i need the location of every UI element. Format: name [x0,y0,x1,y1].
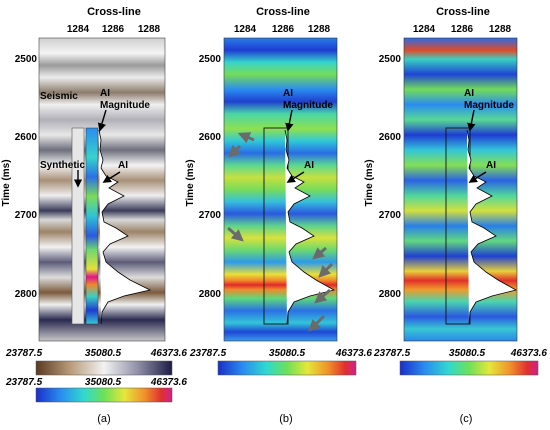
panel-a: Cross-line 1284 1286 1288 2500 2600 2700… [1,6,187,425]
panel-c-label-ai-magnitude-line2: Magnitude [464,100,514,111]
panel-a-ai-magnitude-curve [98,129,152,325]
panel-b-label-ai-magnitude-line1: AI [283,88,293,99]
panel-a-ytick-2500: 2500 [15,54,38,65]
panel-c-arrow-ai [468,171,487,183]
panel-b-caption: (b) [279,413,292,425]
panel-c-ytick-2700: 2700 [379,210,402,221]
panel-b-label-ai-magnitude-line2: Magnitude [283,100,333,111]
panel-a-label-ai-magnitude-line2: Magnitude [100,100,150,111]
panel-c-top-tick-1284: 1284 [413,24,436,35]
panel-a-cbar1-min: 23787.5 [5,348,43,359]
panel-b: Cross-line 1284 1286 1288 2500 2600 2700… [185,6,372,425]
panel-c-cbar-max: 46373.6 [510,348,548,359]
panel-c-ytick-2800: 2800 [379,289,402,300]
panel-b-top-tick-1286: 1286 [272,24,295,35]
panel-a-top-tick-1286: 1286 [102,24,125,35]
panel-a-top-tick-1288: 1288 [138,24,161,35]
panel-b-ai-image [223,37,338,342]
panel-c-arrow-ai-magnitude [467,109,476,132]
panel-c-ai-magnitude-curve [466,129,518,325]
panel-a-synthetic-trace-box [71,127,85,325]
panel-c-top-tick-1288: 1288 [489,24,512,35]
panel-c-cbar-min: 23787.5 [373,348,411,359]
panel-b-gray-arrow-2 [228,144,242,158]
panel-b-gray-arrow-4 [312,246,327,260]
panel-c-ytick-2600: 2600 [379,132,402,143]
panel-b-arrow-ai [286,171,305,183]
panel-c-ai-image [403,37,518,342]
panel-c-ytick-2500: 2500 [379,54,402,65]
panel-b-gray-arrow-5 [318,262,334,278]
panel-b-ytick-2600: 2600 [199,132,222,143]
panel-a-cbar2-mid: 35080.5 [85,377,122,388]
panel-c-label-ai: AI [486,160,496,171]
panel-b-top-tick-1288: 1288 [308,24,331,35]
panel-c-label-ai-magnitude-line1: AI [464,88,474,99]
panel-a-colorbar-rainbow [35,387,173,403]
panel-a-crossline-title: Cross-line [87,6,141,18]
panel-c: Cross-line 1284 1286 1288 2500 2600 2700… [364,6,547,425]
panel-a-cbar1-mid: 35080.5 [85,348,122,359]
panel-a-cbar2-min: 23787.5 [5,377,43,388]
panel-a-cbar1-max: 46373.6 [150,348,188,359]
panel-a-arrow-ai [102,171,121,183]
panel-a-ai-column [85,127,99,325]
panel-b-top-tick-1284: 1284 [234,24,257,35]
panel-c-colorbar-rainbow [399,360,539,376]
panel-a-caption: (a) [97,413,110,425]
panel-a-top-tick-1284: 1284 [67,24,90,35]
panel-a-yaxis-title: Time (ms) [1,159,12,206]
panel-a-label-synthetic: Synthetic [40,160,85,171]
panel-b-colorbar-rainbow [217,360,357,376]
panel-b-gray-arrow-1 [237,132,255,144]
panel-a-label-ai: AI [118,160,128,171]
panel-b-gray-arrow-7 [308,314,326,332]
panel-c-cbar-mid: 35080.5 [449,348,486,359]
panel-b-crossline-title: Cross-line [256,6,310,18]
panel-a-cbar2-max: 46373.6 [150,377,188,388]
panel-b-arrow-ai-magnitude [285,109,294,132]
panel-b-gray-arrow-3 [227,226,244,242]
panel-a-colorbar-seismic [35,360,173,376]
panel-c-crossline-title: Cross-line [436,6,490,18]
panel-b-gray-arrow-6 [314,288,331,304]
panel-b-ytick-2500: 2500 [199,54,222,65]
panel-a-label-ai-magnitude-line1: AI [100,88,110,99]
panel-a-ytick-2600: 2600 [15,132,38,143]
panel-b-ytick-2800: 2800 [199,289,222,300]
panel-b-cbar-max: 46373.6 [335,348,373,359]
panel-c-caption: (c) [460,413,473,425]
panel-b-ytick-2700: 2700 [199,210,222,221]
panel-a-label-seismic: Seismic [40,91,78,102]
panel-a-arrow-ai-magnitude [97,109,107,132]
panel-b-cbar-mid: 35080.5 [269,348,306,359]
panel-b-label-ai: AI [304,160,314,171]
panel-a-ytick-2800: 2800 [15,289,38,300]
panel-b-cbar-min: 23787.5 [189,348,227,359]
panel-c-yaxis-title: Time (ms) [364,159,375,206]
panel-c-top-tick-1286: 1286 [451,24,474,35]
panel-a-ytick-2700: 2700 [15,210,38,221]
panel-b-yaxis-title: Time (ms) [185,159,196,206]
